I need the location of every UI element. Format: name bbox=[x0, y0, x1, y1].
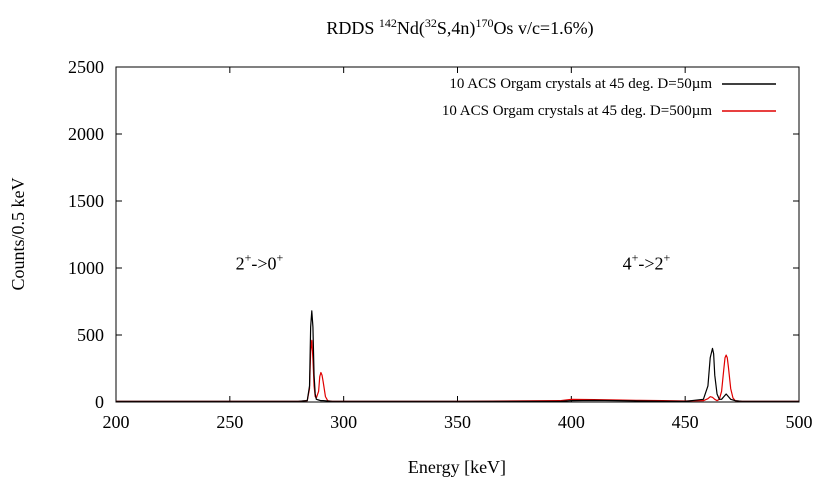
legend-label-series-2: 10 ACS Orgam crystals at 45 deg. D=500µm bbox=[442, 103, 712, 119]
x-tick-label: 350 bbox=[444, 412, 471, 432]
x-tick-label: 250 bbox=[216, 412, 243, 432]
series-layer bbox=[116, 310, 799, 402]
y-tick-label: 1500 bbox=[68, 191, 104, 211]
y-tick-label: 2000 bbox=[68, 124, 104, 144]
y-tick-label: 0 bbox=[95, 392, 104, 412]
series-line-1 bbox=[116, 310, 799, 402]
transition-annotation: 4+->2+ bbox=[623, 250, 671, 273]
series-line-2 bbox=[116, 339, 799, 402]
y-tick-label: 1000 bbox=[68, 258, 104, 278]
x-tick-label: 200 bbox=[103, 412, 130, 432]
legend-label-series-1: 10 ACS Orgam crystals at 45 deg. D=50µm bbox=[449, 76, 712, 92]
x-tick-label: 500 bbox=[786, 412, 813, 432]
annotation-layer: 2+->0+ 4+->2+ bbox=[236, 250, 671, 273]
y-tick-label: 500 bbox=[77, 325, 104, 345]
x-tick-label: 400 bbox=[558, 412, 585, 432]
x-axis-label: Energy [keV] bbox=[408, 457, 506, 477]
y-tick-label: 2500 bbox=[68, 57, 104, 77]
transition-annotation: 2+->0+ bbox=[236, 250, 284, 273]
axis-ticks: 200 250 300 350 400 450 500 0 500 1000 1500 2000 250… bbox=[68, 57, 813, 432]
x-tick-label: 300 bbox=[330, 412, 357, 432]
chart-title: RDDS 142Nd(32S,4n)170Os v/c=1.6%) bbox=[326, 16, 593, 39]
y-axis-label: Counts/0.5 keV bbox=[8, 177, 28, 290]
x-tick-label: 450 bbox=[672, 412, 699, 432]
legend: 10 ACS Orgam crystals at 45 deg. D=50µm … bbox=[442, 76, 776, 119]
